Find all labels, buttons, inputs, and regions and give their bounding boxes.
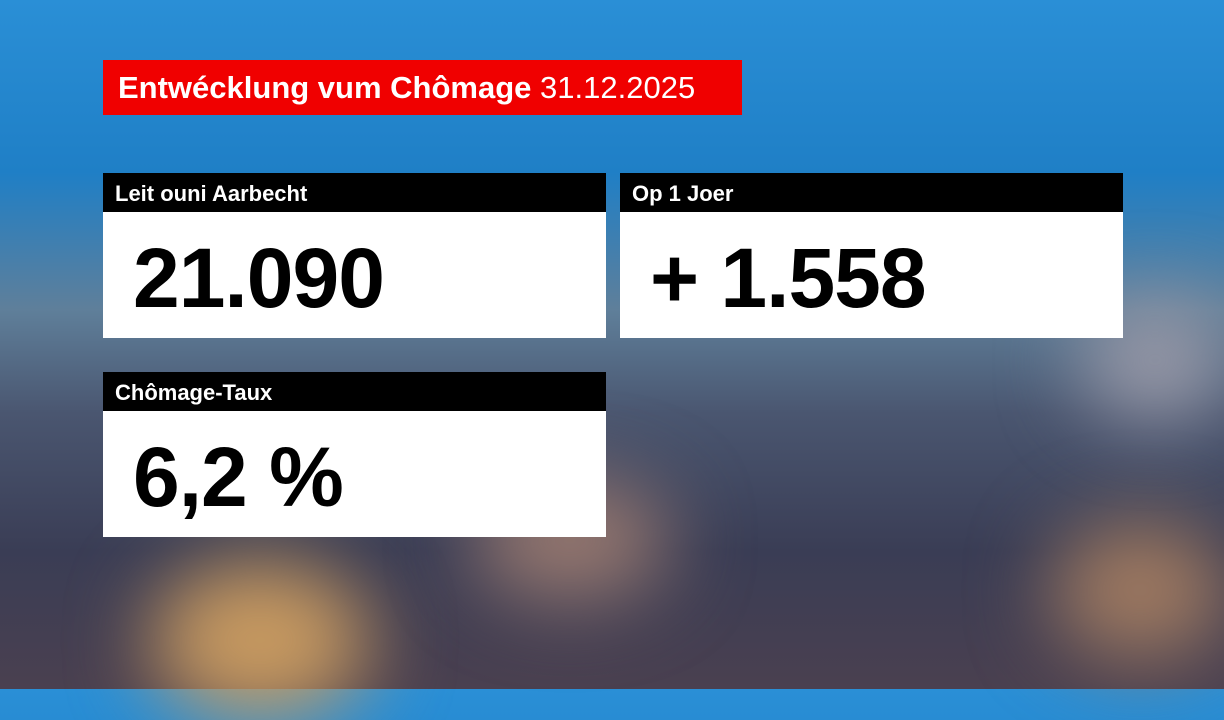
background-light [150,560,370,720]
card-yearly-change: Op 1 Joer + 1.558 [620,173,1123,338]
card-value: + 1.558 [620,212,1123,338]
card-unemployed: Leit ouni Aarbecht 21.090 [103,173,606,338]
card-label: Op 1 Joer [620,173,1123,212]
card-rate: Chômage-Taux 6,2 % [103,372,606,537]
title-text: Entwécklung vum Chômage [118,70,532,105]
card-value: 21.090 [103,212,606,338]
card-label: Chômage-Taux [103,372,606,411]
background-light [1050,520,1224,660]
card-value: 6,2 % [103,411,606,537]
card-label: Leit ouni Aarbecht [103,173,606,212]
title-date: 31.12.2025 [540,70,696,105]
page-title: Entwécklung vum Chômage 31.12.2025 [103,60,742,115]
